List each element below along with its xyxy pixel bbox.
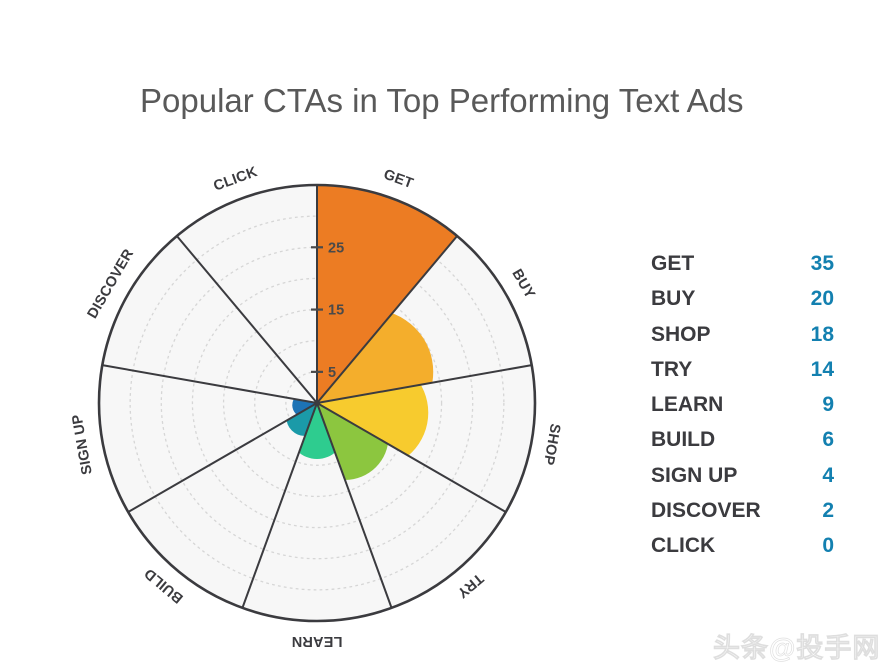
svg-text:SHOP: SHOP bbox=[540, 422, 563, 466]
svg-text:15: 15 bbox=[328, 303, 344, 319]
svg-text:TRY: TRY bbox=[454, 570, 487, 601]
svg-text:5: 5 bbox=[328, 365, 336, 381]
svg-text:GET: GET bbox=[381, 167, 415, 192]
svg-text:BUY: BUY bbox=[508, 266, 538, 301]
svg-text:CLICK: CLICK bbox=[212, 164, 260, 195]
svg-text:25: 25 bbox=[328, 240, 344, 256]
svg-text:LEARN: LEARN bbox=[292, 633, 343, 649]
svg-text:SIGN UP: SIGN UP bbox=[69, 413, 95, 476]
